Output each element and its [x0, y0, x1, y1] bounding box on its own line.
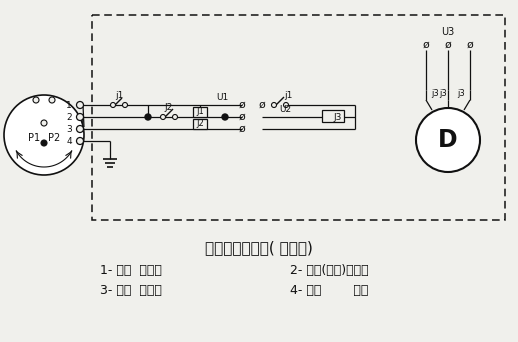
Text: ø: ø: [467, 40, 473, 50]
Text: ø: ø: [444, 40, 451, 50]
Bar: [92, 15, 505, 220]
Text: U2: U2: [279, 105, 291, 114]
Circle shape: [4, 95, 84, 175]
Text: j1: j1: [115, 91, 123, 100]
Text: 3- 红色  断开线: 3- 红色 断开线: [100, 284, 162, 297]
Text: 电气线路示意图( 供参考): 电气线路示意图( 供参考): [205, 240, 313, 255]
Bar: [193, 119, 207, 129]
Circle shape: [77, 137, 83, 145]
Circle shape: [33, 97, 39, 103]
Text: 2- 绿色(蓝色)接通线: 2- 绿色(蓝色)接通线: [290, 263, 369, 276]
Circle shape: [49, 97, 55, 103]
Text: j3: j3: [431, 89, 439, 97]
Text: 4: 4: [66, 136, 72, 145]
Text: ø: ø: [239, 112, 246, 122]
Text: ø: ø: [258, 100, 265, 110]
Text: J2: J2: [196, 119, 204, 129]
Text: P1: P1: [28, 133, 40, 143]
Text: U3: U3: [441, 27, 455, 37]
Circle shape: [161, 115, 165, 119]
Circle shape: [77, 102, 83, 108]
Circle shape: [222, 114, 228, 120]
Text: J1: J1: [196, 107, 204, 117]
Circle shape: [416, 108, 480, 172]
Text: j3: j3: [439, 89, 447, 97]
Text: ø: ø: [239, 100, 246, 110]
Text: ø: ø: [423, 40, 429, 50]
Text: 2: 2: [66, 113, 72, 121]
Text: j1: j1: [284, 91, 292, 100]
Text: 3: 3: [66, 124, 72, 133]
Text: j3: j3: [457, 89, 465, 97]
Circle shape: [77, 114, 83, 120]
Circle shape: [145, 114, 151, 120]
Text: 1: 1: [66, 101, 72, 109]
Circle shape: [41, 140, 47, 146]
Text: J3: J3: [334, 113, 342, 121]
Circle shape: [172, 115, 178, 119]
Text: D: D: [438, 128, 458, 152]
Text: P2: P2: [48, 133, 60, 143]
Bar: [322, 110, 344, 122]
Circle shape: [110, 103, 116, 107]
Text: 4- 黑色        地线: 4- 黑色 地线: [290, 284, 368, 297]
Text: U1: U1: [216, 93, 228, 103]
Circle shape: [283, 103, 289, 107]
Circle shape: [271, 103, 277, 107]
Circle shape: [41, 120, 47, 126]
Bar: [193, 107, 207, 117]
Circle shape: [77, 126, 83, 132]
Circle shape: [122, 103, 127, 107]
Text: 1- 黄色  公用线: 1- 黄色 公用线: [100, 263, 162, 276]
Text: J2: J2: [165, 103, 173, 111]
Text: ø: ø: [239, 124, 246, 134]
